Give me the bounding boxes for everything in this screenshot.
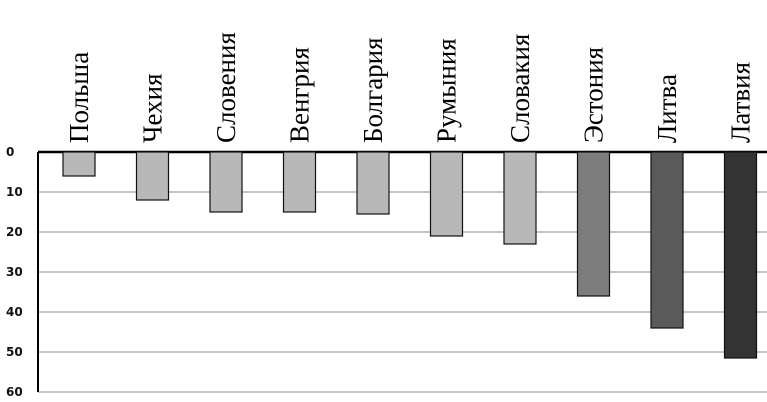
category-label: Словакия bbox=[505, 34, 535, 143]
category-label: Словения bbox=[211, 32, 241, 143]
category-label: Чехия bbox=[138, 73, 168, 143]
y-tick-label: 10 bbox=[6, 185, 23, 199]
bar-10 bbox=[725, 152, 757, 358]
category-label: Венгрия bbox=[285, 47, 315, 143]
category-label: Латвия bbox=[726, 62, 756, 143]
category-label: Литва bbox=[652, 74, 682, 143]
y-tick-label: 60 bbox=[6, 385, 23, 399]
category-label: Польша bbox=[64, 52, 94, 143]
bar-1 bbox=[63, 152, 95, 176]
bar-5 bbox=[357, 152, 389, 214]
category-label: Болгария bbox=[358, 37, 388, 143]
y-tick-label: 50 bbox=[6, 345, 23, 359]
y-tick-label: 0 bbox=[6, 145, 14, 159]
category-label: Румыния bbox=[432, 38, 462, 143]
bar-3 bbox=[210, 152, 242, 212]
bar-9 bbox=[651, 152, 683, 328]
bar-4 bbox=[284, 152, 316, 212]
category-label: Эстония bbox=[579, 47, 609, 143]
y-tick-label: 20 bbox=[6, 225, 23, 239]
y-tick-label: 30 bbox=[6, 265, 23, 279]
bar-7 bbox=[504, 152, 536, 244]
bar-8 bbox=[578, 152, 610, 296]
bar-2 bbox=[137, 152, 169, 200]
y-tick-label: 40 bbox=[6, 305, 23, 319]
bar-6 bbox=[431, 152, 463, 236]
